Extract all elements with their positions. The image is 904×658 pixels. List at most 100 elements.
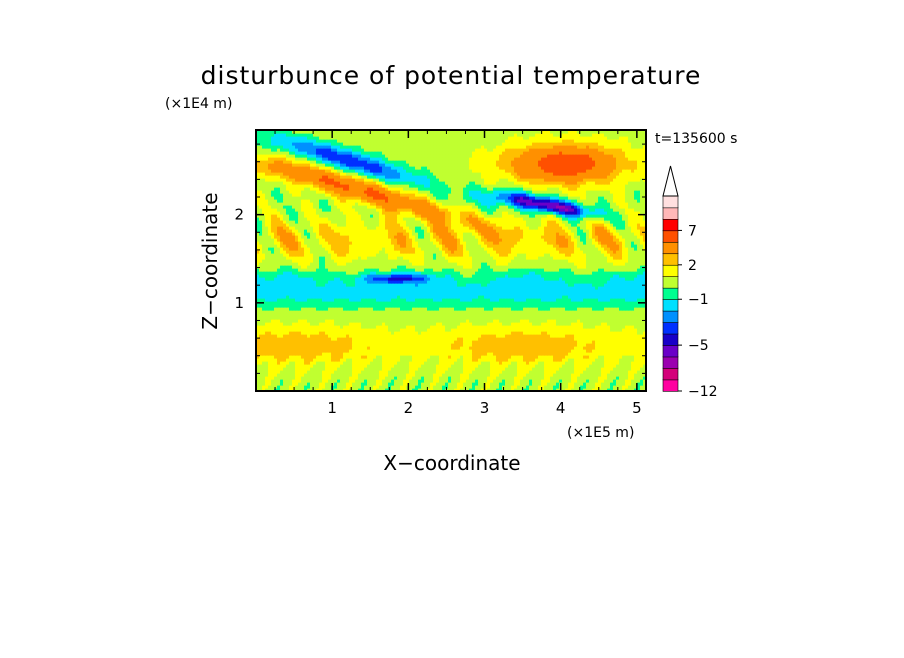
contour-cell [298,301,302,305]
contour-cell [382,385,386,389]
contour-cell [442,325,446,329]
contour-cell [484,364,488,368]
contour-cell [274,298,278,302]
contour-cell [262,385,266,389]
contour-cell [424,331,428,335]
contour-cell [595,358,599,362]
contour-cell [544,379,548,383]
contour-cell [286,370,290,374]
contour-cell [622,367,626,371]
contour-cell [352,313,356,317]
contour-cell [556,373,560,377]
contour-cell [601,373,605,377]
contour-cell [628,280,632,284]
contour-cell [256,328,260,332]
contour-cell [316,364,320,368]
contour-cell [265,364,269,368]
contour-cell [379,337,383,341]
contour-cell [637,352,641,356]
contour-cell [592,331,596,335]
contour-cell [598,364,602,368]
contour-cell [616,385,620,389]
contour-cell [520,307,524,311]
contour-cell [304,382,308,386]
contour-cell [517,307,521,311]
contour-cell [265,274,269,278]
contour-cell [508,382,512,386]
contour-cell [508,334,512,338]
contour-cell [370,346,374,350]
contour-cell [577,322,581,326]
contour-cell [409,340,413,344]
contour-cell [391,340,395,344]
contour-cell [403,343,407,347]
contour-cell [277,349,281,353]
contour-cell [619,376,623,380]
contour-cell [610,343,614,347]
contour-cell [415,310,419,314]
contour-cell [505,358,509,362]
contour-cell [457,361,461,365]
contour-cell [394,352,398,356]
contour-cell [628,385,632,389]
contour-cell [574,364,578,368]
contour-cell [541,385,545,389]
contour-cell [412,322,416,326]
contour-cell [406,301,410,305]
contour-cell [580,304,584,308]
contour-cell [280,364,284,368]
contour-cell [277,274,281,278]
contour-cell [634,310,638,314]
contour-cell [562,340,566,344]
contour-cell [442,331,446,335]
contour-cell [499,313,503,317]
contour-cell [586,385,590,389]
contour-cell [364,361,368,365]
contour-cell [415,286,419,290]
contour-cell [337,283,341,287]
contour-cell [316,367,320,371]
contour-cell [448,385,452,389]
contour-cell [304,367,308,371]
contour-cell [499,286,503,290]
contour-cell [433,358,437,362]
contour-cell [628,319,632,323]
contour-cell [421,343,425,347]
contour-cell [385,289,389,293]
contour-cell [556,316,560,320]
contour-cell [280,361,284,365]
contour-cell [595,304,599,308]
contour-cell [433,328,437,332]
contour-cell [361,349,365,353]
contour-cell [358,385,362,389]
contour-cell [514,310,518,314]
contour-cell [325,367,329,371]
contour-cell [541,382,545,386]
contour-cell [349,370,353,374]
contour-cell [532,295,536,299]
contour-cell [643,349,646,353]
contour-cell [322,343,326,347]
contour-cell [304,295,308,299]
contour-cell [619,325,623,329]
contour-cell [589,328,593,332]
contour-cell [634,376,638,380]
contour-cell [637,343,641,347]
contour-cell [259,286,263,290]
contour-cell [274,319,278,323]
contour-cell [586,292,590,296]
contour-cell [313,361,317,365]
contour-cell [298,292,302,296]
contour-cell [274,304,278,308]
contour-cell [475,289,479,293]
contour-cell [385,349,389,353]
contour-cell [571,283,575,287]
contour-cell [619,286,623,290]
contour-cell [511,358,515,362]
contour-cell [484,307,488,311]
contour-cell [511,331,515,335]
contour-cell [427,322,431,326]
contour-cell [313,373,317,377]
contour-cell [490,286,494,290]
contour-cell [286,358,290,362]
